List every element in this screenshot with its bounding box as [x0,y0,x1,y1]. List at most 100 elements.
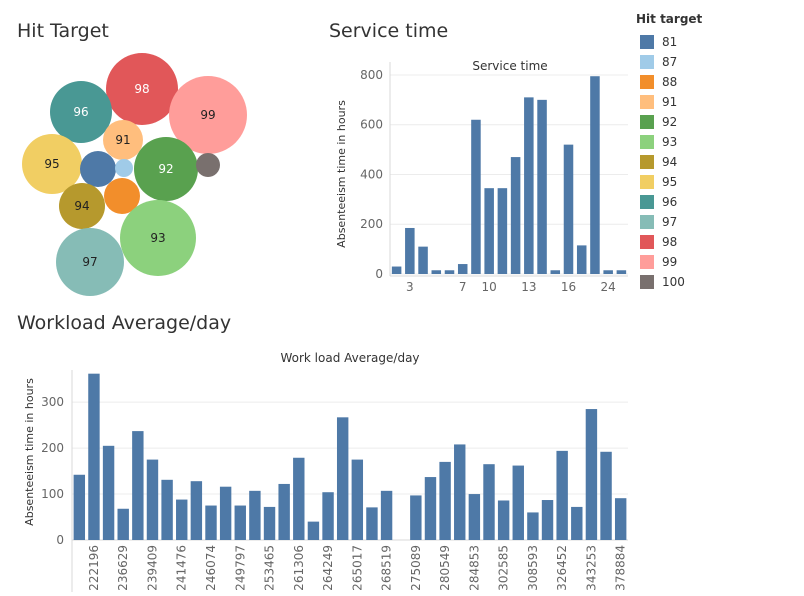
workload-bar[interactable] [73,474,86,540]
service-time-heading: Service time [329,20,449,42]
service-time-bar[interactable] [444,270,455,274]
legend-item[interactable]: 100 [636,272,796,292]
workload-bar[interactable] [205,505,217,540]
service-time-bar[interactable] [616,270,627,274]
service-time-bar[interactable] [484,188,494,274]
service-time-bar[interactable] [391,266,402,274]
bubble-label: 98 [134,82,149,96]
service-time-bar[interactable] [603,270,613,274]
workload-bar[interactable] [351,459,364,540]
workload-bar[interactable] [219,486,232,540]
workload-bar[interactable] [483,464,495,540]
bubble[interactable] [80,151,116,187]
workload-bar[interactable] [234,505,246,540]
legend-item[interactable]: 92 [636,112,796,132]
bubble[interactable] [56,228,124,296]
service-time-bar[interactable] [497,188,508,274]
x-tick-label: 264249 [321,545,335,591]
workload-bar[interactable] [190,481,203,540]
bubble[interactable] [134,137,198,201]
workload-bar[interactable] [424,477,437,540]
legend-item[interactable]: 97 [636,212,796,232]
legend-swatch [640,235,654,249]
legend-swatch [640,175,654,189]
x-tick-label: 378884 [614,545,628,591]
workload-bar[interactable] [117,508,129,540]
workload-bar[interactable] [497,500,510,540]
legend-item[interactable]: 94 [636,152,796,172]
workload-bar[interactable] [249,490,261,540]
legend-swatch [640,195,654,209]
hit-target-bubble-chart: 98 96 99 91 95 92 94 93 97 [22,53,247,296]
legend-item[interactable]: 96 [636,192,796,212]
workload-bar[interactable] [263,506,276,540]
workload-bar[interactable] [527,512,539,540]
service-time-bar[interactable] [418,246,428,274]
bubble[interactable] [50,81,112,143]
legend-item[interactable]: 88 [636,72,796,92]
legend-item[interactable]: 87 [636,52,796,72]
workload-bar[interactable] [132,431,144,540]
workload-bar[interactable] [366,507,378,540]
bubble[interactable] [169,76,247,154]
workload-bar[interactable] [336,417,349,540]
workload-bar[interactable] [161,479,173,540]
legend-item[interactable]: 95 [636,172,796,192]
workload-bar[interactable] [439,461,451,540]
workload-bar[interactable] [614,498,627,540]
bubble[interactable] [104,178,140,214]
service-time-bar[interactable] [457,264,468,274]
workload-bar[interactable] [468,494,481,540]
service-time-bar[interactable] [537,99,547,274]
x-tick-label: 326452 [555,545,569,591]
legend-item[interactable]: 81 [636,32,796,52]
legend-swatch [640,135,654,149]
workload-bar[interactable] [380,490,393,540]
legend-item[interactable]: 98 [636,232,796,252]
hit-target-heading: Hit Target [17,20,109,42]
service-time-bar[interactable] [550,270,561,274]
legend-label: 87 [662,55,678,69]
legend-item[interactable]: 91 [636,92,796,112]
bubble[interactable] [120,200,196,276]
chart-title: Service time [472,59,547,73]
workload-bar[interactable] [146,459,159,540]
workload-bar[interactable] [293,457,305,540]
service-time-bar[interactable] [510,157,521,274]
bubble[interactable] [22,134,82,194]
workload-bar[interactable] [600,451,612,540]
bubble[interactable] [103,120,143,160]
bubble[interactable] [115,159,133,177]
service-time-bar[interactable] [431,270,442,274]
x-tick-label: 239409 [145,545,159,591]
legend-item[interactable]: 93 [636,132,796,152]
legend-item[interactable]: 99 [636,252,796,272]
service-time-bar[interactable] [405,227,415,274]
service-time-bar[interactable] [576,245,587,274]
y-tick-label: 200 [360,217,383,231]
y-tick-label: 800 [360,68,383,82]
x-tick-label: 13 [521,280,536,294]
workload-bar[interactable] [88,373,100,540]
service-time-bar[interactable] [524,97,534,275]
service-time-bar[interactable] [563,144,574,274]
bubble-label: 93 [150,231,165,245]
workload-bar[interactable] [278,483,290,540]
bubble[interactable] [196,153,220,177]
workload-bar[interactable] [322,492,334,540]
workload-bar[interactable] [585,409,598,540]
bubble[interactable] [59,183,105,229]
workload-bar[interactable] [410,495,422,540]
service-time-bar[interactable] [471,119,481,274]
workload-bar[interactable] [454,444,466,540]
workload-bar[interactable] [102,445,115,540]
workload-bar[interactable] [571,506,583,540]
workload-bar[interactable] [176,499,188,540]
workload-bar[interactable] [541,500,554,540]
service-time-bar[interactable] [590,76,600,274]
x-tick-label: 253465 [263,545,277,591]
workload-bar[interactable] [512,465,524,540]
bubble[interactable] [106,53,178,125]
workload-bar[interactable] [307,521,320,540]
workload-bar[interactable] [556,450,568,540]
